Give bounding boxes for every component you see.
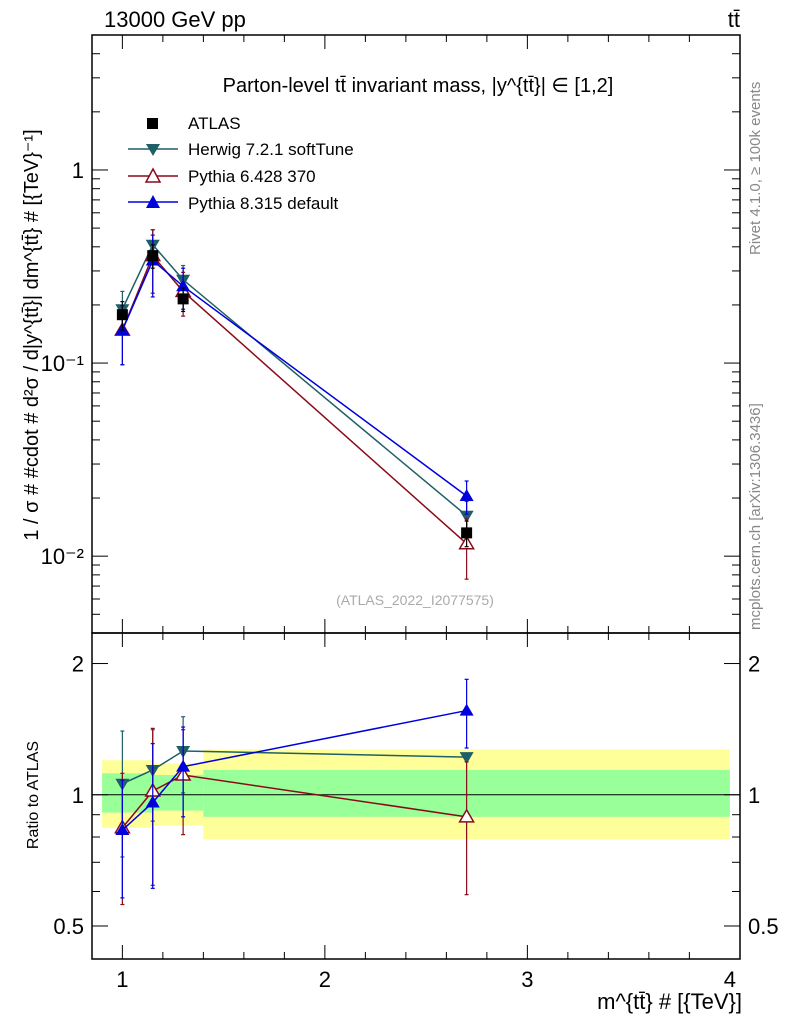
series-line bbox=[121, 774, 467, 829]
ratio-ylabel: Ratio to ATLAS bbox=[25, 741, 42, 849]
x-axis-label: m^{tt̄} # [{TeV}] bbox=[597, 989, 742, 1014]
x-tick-label: 2 bbox=[319, 967, 331, 992]
y-tick-label-ratio-right: 0.5 bbox=[748, 914, 779, 939]
legend-entry-herwig: Herwig 7.2.1 softTune bbox=[128, 140, 354, 159]
data-point-marker bbox=[115, 823, 130, 836]
x-tick-label: 3 bbox=[521, 967, 533, 992]
y-tick-label-ratio: 2 bbox=[72, 652, 84, 677]
data-point-marker bbox=[176, 759, 191, 772]
header-left: 13000 GeV pp bbox=[104, 7, 246, 32]
header-right: tt̄ bbox=[728, 7, 740, 32]
data-point-marker bbox=[116, 309, 128, 321]
data-point-marker bbox=[145, 795, 160, 808]
data-point-marker bbox=[176, 279, 191, 292]
data-point-marker bbox=[459, 752, 474, 765]
ratio-axis-ticks: 0.5 0.5 1 1 2 2 1 2 3 4 bbox=[53, 633, 779, 992]
legend-entry-pythia6: Pythia 6.428 370 bbox=[128, 167, 316, 186]
legend-entry-pythia8: Pythia 8.315 default bbox=[128, 194, 339, 213]
legend-marker-pythia6 bbox=[144, 167, 162, 183]
legend-marker-herwig bbox=[146, 144, 160, 156]
series-line bbox=[121, 243, 468, 517]
legend-label-pythia6: Pythia 6.428 370 bbox=[188, 167, 316, 186]
legend-marker-atlas bbox=[147, 118, 158, 129]
y-tick-label-ratio-right: 1 bbox=[748, 783, 760, 808]
legend-marker-pythia8 bbox=[146, 195, 160, 208]
series-line bbox=[121, 259, 468, 497]
main-axis-ticks: 10⁻² 10⁻¹ 1 bbox=[41, 34, 740, 634]
y-tick-label-main: 10⁻¹ bbox=[41, 351, 84, 376]
data-point-marker bbox=[459, 488, 474, 501]
series-atlas bbox=[116, 244, 473, 548]
y-tick-label-ratio: 1 bbox=[72, 783, 84, 808]
rivet-label: Rivet 4.1.0, ≥ 100k events bbox=[747, 82, 764, 255]
x-tick-label: 4 bbox=[724, 967, 736, 992]
data-point-marker bbox=[177, 293, 189, 305]
main-series-group bbox=[114, 229, 475, 580]
data-point-marker bbox=[147, 250, 159, 262]
legend: ATLAS Herwig 7.2.1 softTune Pythia 6.428… bbox=[128, 114, 354, 213]
y-tick-label-main: 1 bbox=[72, 158, 84, 183]
ratio-series-group bbox=[114, 678, 475, 906]
data-point-marker bbox=[458, 808, 475, 823]
mcplots-label: mcplots.cern.ch [arXiv:1306.3436] bbox=[747, 403, 764, 630]
y-tick-label-ratio-right: 2 bbox=[748, 652, 760, 677]
y-tick-label-main: 10⁻² bbox=[41, 544, 84, 569]
series-line bbox=[121, 709, 467, 831]
ratio-panel-frame bbox=[91, 632, 741, 960]
main-ylabel: 1 / σ # #cdot # d²σ / d|y^{tt̄}| dm^{tt̄… bbox=[21, 129, 43, 540]
data-point-marker bbox=[459, 510, 474, 523]
series-line bbox=[122, 750, 467, 785]
data-point-marker bbox=[459, 703, 474, 716]
data-point-marker bbox=[461, 527, 473, 539]
main-title: Parton-level tt̄ invariant mass, |y^{tt̄… bbox=[223, 75, 614, 97]
legend-label-pythia8: Pythia 8.315 default bbox=[188, 194, 339, 213]
y-tick-label-ratio: 0.5 bbox=[53, 914, 84, 939]
x-tick-label: 1 bbox=[116, 967, 128, 992]
watermark: (ATLAS_2022_I2077575) bbox=[336, 592, 494, 608]
series-pythia-8-315-default bbox=[115, 678, 474, 899]
legend-label-herwig: Herwig 7.2.1 softTune bbox=[188, 140, 354, 159]
legend-label-atlas: ATLAS bbox=[188, 114, 241, 133]
legend-entry-atlas: ATLAS bbox=[147, 114, 241, 133]
